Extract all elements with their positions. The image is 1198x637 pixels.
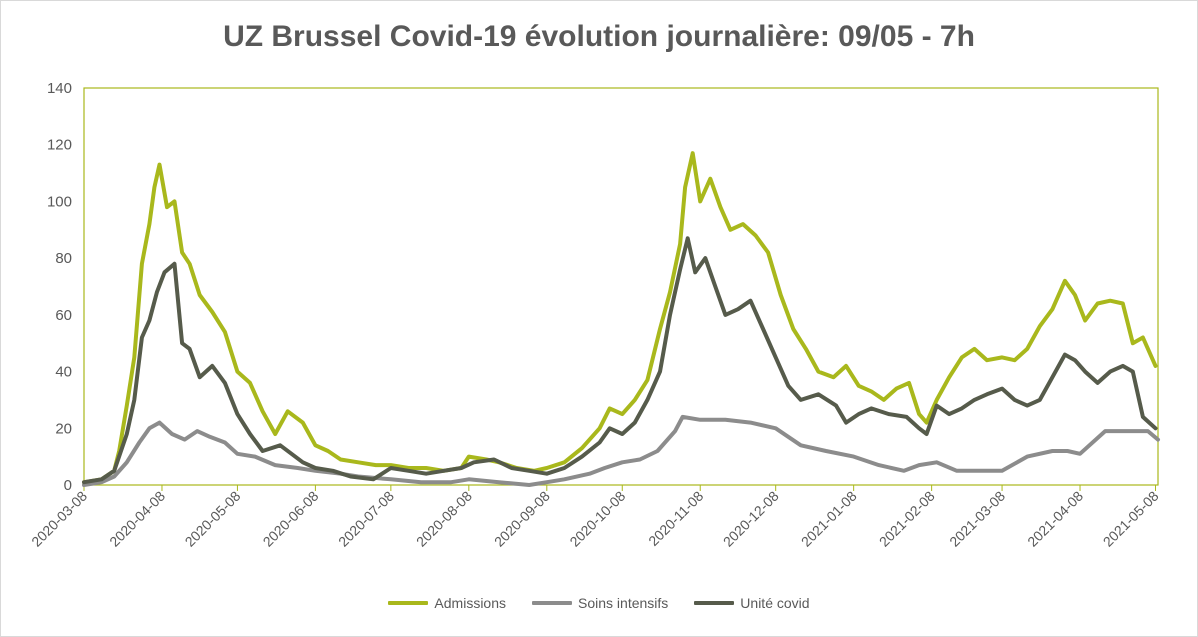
y-tick-label: 120: [47, 137, 72, 154]
x-tick-label: 2020-05-08: [182, 488, 244, 550]
y-tick-label: 80: [55, 250, 72, 267]
y-tick-label: 40: [55, 364, 72, 381]
legend-item-unite-covid: Unité covid: [694, 595, 810, 611]
legend-label-unite-covid: Unité covid: [740, 595, 810, 611]
y-tick-label: 0: [64, 477, 72, 494]
x-tick-label: 2021-04-08: [1024, 488, 1086, 550]
legend-swatch-admissions: [388, 601, 429, 605]
legend-label-soins-intensifs: Soins intensifs: [578, 595, 669, 611]
legend-swatch-unite-covid: [694, 601, 735, 605]
series-line-admissions: [82, 151, 1158, 485]
legend-item-soins-intensifs: Soins intensifs: [532, 595, 668, 611]
y-tick-label: 100: [47, 193, 72, 210]
legend-label-admissions: Admissions: [434, 595, 507, 611]
x-tick-label: 2020-07-08: [335, 488, 397, 550]
series-line-unite-covid: [82, 236, 1158, 485]
x-tick-label: 2020-08-08: [413, 488, 475, 550]
chart-title: UZ Brussel Covid-19 évolution journalièr…: [223, 20, 975, 53]
y-tick-label: 20: [55, 420, 72, 437]
x-tick-label: 2021-03-08: [946, 488, 1008, 550]
chart-legend: Admissions Soins intensifs Unité covid: [0, 595, 1198, 611]
plot-area-border: [83, 87, 1159, 486]
x-tick-label: 2020-12-08: [720, 488, 782, 550]
legend-swatch-soins-intensifs: [532, 601, 573, 605]
x-tick-label: 2020-09-08: [491, 488, 553, 550]
legend-item-admissions: Admissions: [388, 595, 506, 611]
x-tick-label: 2020-04-08: [106, 488, 168, 550]
x-tick-label: 2020-03-08: [28, 488, 90, 550]
x-tick-label: 2021-02-08: [876, 488, 938, 550]
y-tick-label: 60: [55, 307, 72, 324]
series-line-soins-intensifs: [82, 414, 1160, 487]
x-tick-label: 2020-10-08: [566, 488, 628, 550]
x-tick-label: 2020-06-08: [260, 488, 322, 550]
x-tick-label: 2021-05-08: [1100, 488, 1162, 550]
x-tick-label: 2021-01-08: [798, 488, 860, 550]
y-tick-label: 140: [47, 80, 72, 97]
x-tick-label: 2020-11-08: [645, 488, 706, 549]
